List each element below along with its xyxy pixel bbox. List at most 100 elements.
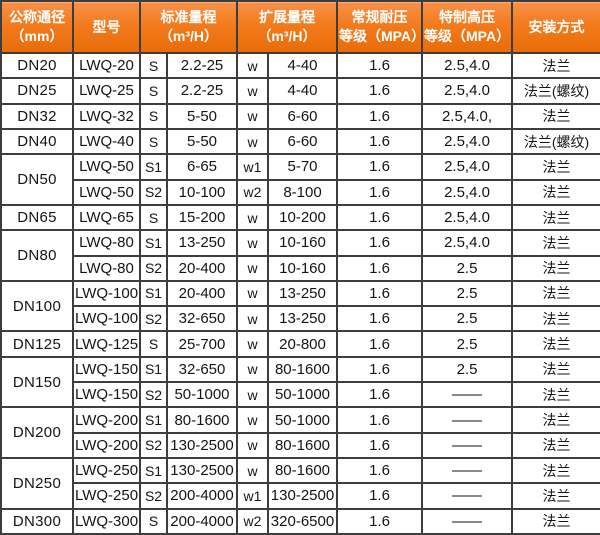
cell-extended-code: w1 (236, 482, 269, 510)
cell-installation: 法兰 (511, 406, 600, 434)
cell-standard-code: S1 (139, 153, 168, 181)
cell-extended-code: w (236, 51, 269, 80)
cell-standard-range: 200-4000 (166, 507, 238, 535)
cell-model: LWQ-80 (72, 229, 141, 257)
cell-installation: 法兰 (511, 279, 600, 308)
cell-high-pressure: —— (421, 431, 513, 460)
cell-high-pressure: 2.5,4.0 (421, 229, 513, 257)
cell-standard-range: 80-1600 (166, 406, 238, 434)
cell-standard-code: S1 (139, 355, 168, 384)
cell-installation: 法兰 (511, 381, 600, 409)
cell-nominal-diameter: DN32 (0, 102, 74, 130)
cell-extended-code: w (236, 127, 269, 156)
cell-high-pressure: —— (421, 456, 513, 485)
header-normal-pressure: 常规耐压 等级（MPA） (336, 0, 423, 54)
cell-extended-code: w2 (236, 178, 269, 206)
cell-model: LWQ-25 (72, 77, 141, 105)
cell-extended-range: 5-70 (267, 153, 338, 181)
cell-installation: 法兰 (511, 305, 600, 333)
cell-standard-code: S1 (139, 456, 168, 485)
header-nominal-diameter: 公称通径 （mm） (0, 0, 74, 54)
cell-model: LWQ-200 (72, 431, 141, 460)
cell-extended-range: 10-160 (267, 229, 338, 257)
cell-installation: 法兰 (511, 355, 600, 384)
cell-standard-code: S2 (139, 254, 168, 282)
cell-nominal-diameter: DN25 (0, 77, 74, 105)
cell-normal-pressure: 1.6 (336, 406, 423, 434)
table-row: LWQ-80 S2 20-400 w 10-160 1.6 2.5 法兰 (1, 254, 600, 282)
cell-nominal-diameter: DN65 (0, 203, 74, 232)
cell-extended-code: w (236, 456, 269, 485)
cell-standard-code: S2 (139, 178, 168, 206)
cell-nominal-diameter: DN125 (0, 330, 74, 358)
table-row: LWQ-200 S2 130-2500 w 80-1600 1.6 —— 法兰 (1, 431, 600, 460)
cell-nominal-diameter: DN200 (0, 406, 74, 459)
cell-model: LWQ-20 (72, 51, 141, 80)
cell-normal-pressure: 1.6 (336, 482, 423, 510)
cell-standard-code: S1 (139, 406, 168, 434)
table-row: LWQ-150 S2 50-1000 w 50-1000 1.6 —— 法兰 (1, 381, 600, 409)
cell-model: LWQ-80 (72, 254, 141, 282)
cell-high-pressure: 2.5 (421, 330, 513, 358)
header-row: 公称通径 （mm） 型号 标准量程 （m³/H） 扩展量程 （m³/H） 常规耐… (0, 0, 600, 54)
cell-high-pressure: 2.5 (421, 279, 513, 308)
cell-normal-pressure: 1.6 (336, 279, 423, 308)
cell-model: LWQ-250 (72, 456, 141, 485)
table-row: DN300 LWQ-300 S 200-4000 w2 320-6500 1.6 —— 法兰 (0, 507, 600, 535)
cell-model: LWQ-125 (72, 330, 141, 358)
cell-extended-code: w (236, 406, 269, 434)
cell-normal-pressure: 1.6 (336, 381, 423, 409)
cell-extended-range: 50-1000 (267, 381, 338, 409)
cell-standard-range: 32-650 (166, 355, 238, 384)
cell-model: LWQ-65 (72, 203, 141, 232)
header-model: 型号 (72, 0, 141, 54)
cell-standard-code: S (139, 127, 168, 156)
cell-extended-code: w (236, 431, 269, 460)
cell-extended-range: 10-160 (267, 254, 338, 282)
cell-model: LWQ-300 (72, 507, 141, 535)
cell-standard-range: 5-50 (166, 127, 238, 156)
table-row: DN100 LWQ-100 S1 20-400 w 13-250 1.6 2.5 法兰 (0, 279, 600, 333)
cell-standard-range: 130-2500 (166, 456, 238, 485)
cell-normal-pressure: 1.6 (336, 153, 423, 181)
cell-extended-code: w (236, 381, 269, 409)
cell-nominal-diameter: DN20 (0, 51, 74, 80)
cell-nominal-diameter: DN100 (0, 279, 74, 333)
cell-extended-code: w (236, 305, 269, 333)
cell-standard-code: S2 (139, 305, 168, 333)
cell-standard-range: 25-700 (166, 330, 238, 358)
cell-installation: 法兰 (511, 51, 600, 80)
cell-normal-pressure: 1.6 (336, 355, 423, 384)
header-line: 型号 (92, 18, 121, 35)
cell-normal-pressure: 1.6 (336, 431, 423, 460)
cell-standard-code: S2 (139, 482, 168, 510)
cell-nominal-diameter: DN40 (0, 127, 74, 156)
cell-standard-range: 20-400 (166, 254, 238, 282)
cell-model: LWQ-50 (72, 153, 141, 181)
cell-nominal-diameter: DN300 (0, 507, 74, 535)
cell-standard-range: 32-650 (166, 305, 238, 333)
cell-extended-code: w (236, 77, 269, 105)
header-line: 等级（MPA） (424, 28, 511, 44)
cell-nominal-diameter: DN150 (0, 355, 74, 409)
cell-standard-range: 6-65 (166, 153, 238, 181)
header-line: 扩展量程 (259, 9, 315, 26)
cell-normal-pressure: 1.6 (336, 456, 423, 485)
cell-normal-pressure: 1.6 (336, 77, 423, 105)
table-row: DN25 LWQ-25 S 2.2-25 w 4-40 1.6 2.5,4.0 法兰(螺纹) (0, 77, 600, 105)
table-row: DN125 LWQ-125 S 25-700 w 20-800 1.6 2.5 法兰 (0, 330, 600, 358)
header-line: 等级（MPA） (339, 28, 422, 44)
header-installation: 安装方式 (511, 0, 600, 54)
cell-standard-range: 15-200 (166, 203, 238, 232)
cell-extended-range: 130-2500 (267, 482, 338, 510)
cell-high-pressure: 2.5,4.0 (421, 153, 513, 181)
cell-high-pressure: 2.5 (421, 254, 513, 282)
cell-normal-pressure: 1.6 (336, 178, 423, 206)
cell-installation: 法兰 (511, 507, 600, 535)
cell-installation: 法兰 (511, 482, 600, 510)
cell-extended-code: w (236, 279, 269, 308)
cell-installation: 法兰 (511, 102, 600, 130)
table-row: DN40 LWQ-40 S 5-50 w 6-60 1.6 2.5,4.0 法兰(螺纹) (0, 127, 600, 156)
cell-extended-range: 80-1600 (267, 431, 338, 460)
